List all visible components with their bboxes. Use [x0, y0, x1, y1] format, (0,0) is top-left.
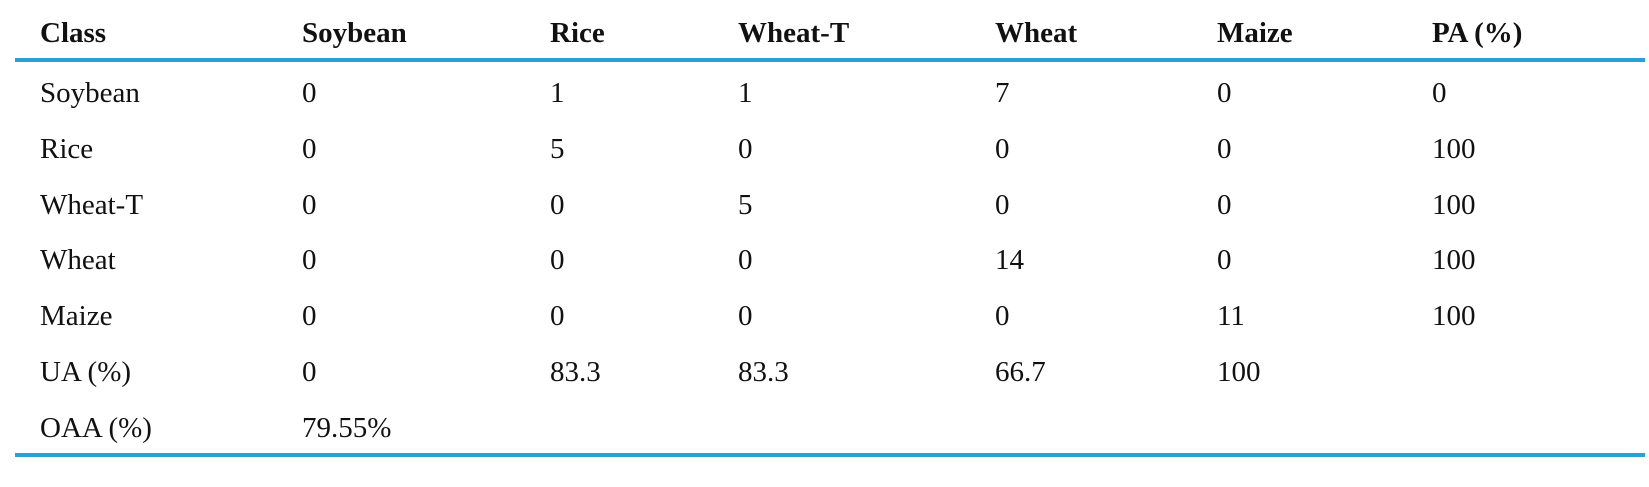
table-cell: 100: [1432, 132, 1476, 165]
table-cell: 0: [1217, 188, 1232, 221]
table-cell: 1: [738, 77, 753, 109]
row-label: OAA (%): [40, 411, 152, 444]
table-cell: 0: [1217, 132, 1232, 165]
table-cell: 0: [738, 132, 753, 165]
table-cell: 5: [738, 188, 753, 221]
table-cell: 100: [1217, 356, 1261, 388]
table-cell: 7: [995, 77, 1010, 109]
header-cell: Class: [40, 17, 107, 49]
table-cell: 1: [550, 77, 565, 109]
table-cell: 0: [302, 77, 317, 109]
row-label: UA (%): [40, 356, 132, 388]
table-cell: 66.7: [995, 356, 1046, 388]
header-rule: [15, 58, 1645, 62]
table-cell: 0: [302, 132, 317, 165]
table-cell: 100: [1432, 300, 1476, 333]
table-cell: 0: [995, 188, 1010, 221]
table-cell: 0: [1432, 77, 1447, 109]
table-cell: 11: [1217, 300, 1245, 333]
table-cell: 0: [302, 300, 317, 333]
table-cell: 83.3: [550, 356, 601, 388]
table-cell: 0: [995, 132, 1010, 165]
table-cell: 0: [995, 300, 1010, 333]
header-cell: Rice: [550, 17, 605, 49]
header-cell: PA (%): [1432, 17, 1523, 49]
table-cell: 79.55%: [302, 411, 392, 444]
row-label: Wheat: [40, 244, 116, 277]
row-label: Rice: [40, 132, 94, 165]
header-cell: Wheat: [995, 17, 1078, 49]
row-label: Maize: [40, 300, 113, 333]
table-cell: 83.3: [738, 356, 789, 388]
bottom-rule: [15, 453, 1645, 457]
row-label: Soybean: [40, 77, 140, 109]
table-cell: 0: [738, 244, 753, 277]
table-cell: 0: [550, 300, 565, 333]
table-cell: 0: [738, 300, 753, 333]
header-cell: Maize: [1217, 17, 1293, 49]
table-cell: 100: [1432, 244, 1476, 277]
table-cell: 0: [302, 188, 317, 221]
table-cell: 5: [550, 132, 565, 165]
header-cell: Soybean: [302, 17, 407, 49]
row-label: Wheat-T: [40, 188, 144, 221]
table-cell: 0: [302, 244, 317, 277]
table-cell: 0: [550, 188, 565, 221]
table-cell: 0: [1217, 77, 1232, 109]
table-cell: 14: [995, 244, 1024, 277]
table-cell: 0: [550, 244, 565, 277]
header-cell: Wheat-T: [738, 17, 850, 49]
table-cell: 0: [1217, 244, 1232, 277]
table-cell: 0: [302, 356, 317, 388]
table-cell: 100: [1432, 188, 1476, 221]
